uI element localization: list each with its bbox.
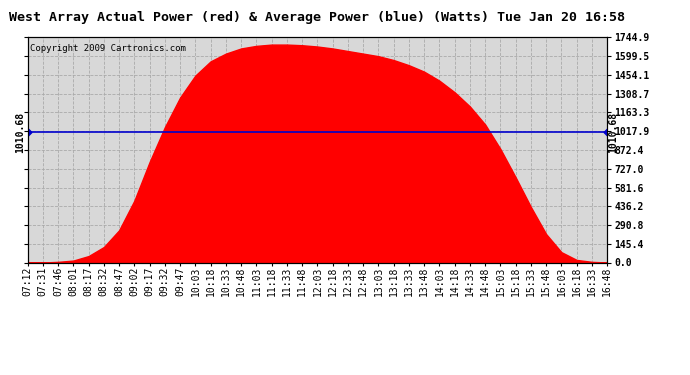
Text: 1010.68: 1010.68 (14, 112, 25, 153)
Text: Copyright 2009 Cartronics.com: Copyright 2009 Cartronics.com (30, 44, 186, 53)
Text: West Array Actual Power (red) & Average Power (blue) (Watts) Tue Jan 20 16:58: West Array Actual Power (red) & Average … (10, 11, 625, 24)
Text: 1010.68: 1010.68 (609, 112, 618, 153)
